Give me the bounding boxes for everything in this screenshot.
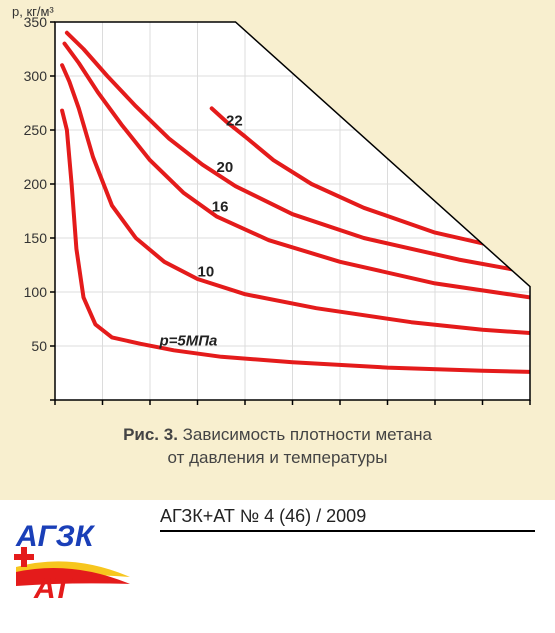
svg-text:10: 10 xyxy=(198,264,215,281)
svg-text:200: 200 xyxy=(24,176,48,192)
svg-text:АГЗК: АГЗК xyxy=(15,520,96,553)
svg-text:АТ: АТ xyxy=(33,572,74,602)
svg-text:р=5МПа: р=5МПа xyxy=(159,333,218,350)
caption-line1: Зависимость плотности метана xyxy=(178,425,432,444)
svg-text:50: 50 xyxy=(31,338,47,354)
chart-panel: р=5МПа1016202250100150200250300350р, кг/… xyxy=(0,0,555,500)
svg-text:150: 150 xyxy=(24,230,48,246)
citation-rule xyxy=(160,530,535,532)
svg-text:100: 100 xyxy=(24,284,48,300)
svg-text:р, кг/м³: р, кг/м³ xyxy=(12,4,54,19)
figure-caption: Рис. 3. Зависимость плотности метана от … xyxy=(0,424,555,470)
svg-text:22: 22 xyxy=(226,112,243,129)
svg-text:16: 16 xyxy=(212,199,229,216)
caption-line2: от давления и температуры xyxy=(168,448,388,467)
footer: АГЗК АТ АГЗК+АТ № 4 (46) / 2009 xyxy=(0,500,555,620)
caption-lead: Рис. 3. xyxy=(123,425,178,444)
svg-text:300: 300 xyxy=(24,68,48,84)
svg-text:20: 20 xyxy=(217,159,234,176)
density-chart: р=5МПа1016202250100150200250300350р, кг/… xyxy=(0,0,555,420)
citation-text: АГЗК+АТ № 4 (46) / 2009 xyxy=(160,506,535,531)
journal-logo: АГЗК АТ xyxy=(12,512,132,602)
svg-text:250: 250 xyxy=(24,122,48,138)
